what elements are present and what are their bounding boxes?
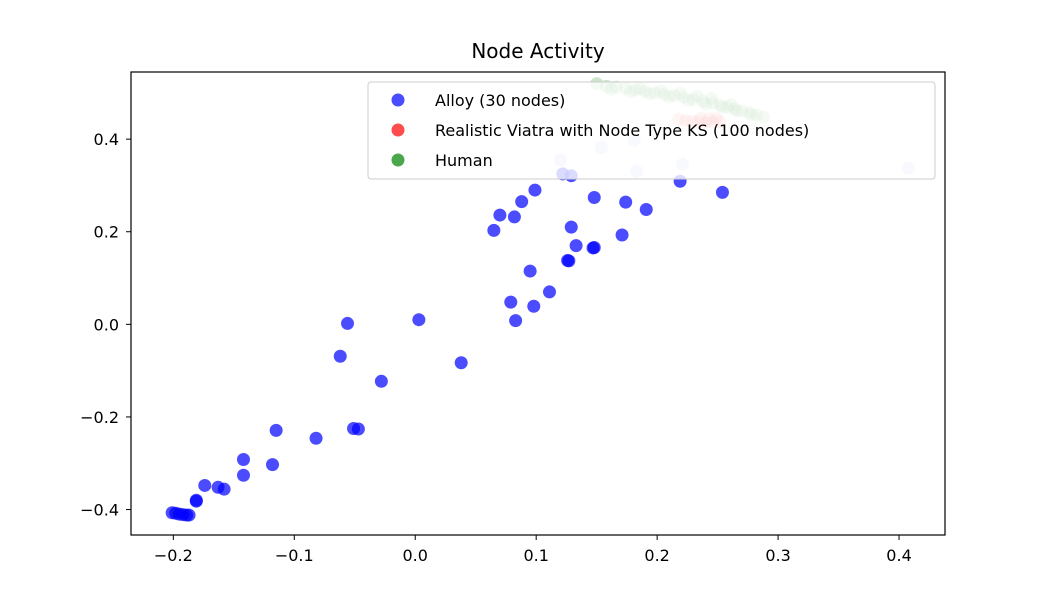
x-tick-label-6: 0.4: [886, 546, 911, 565]
point-s0-21: [412, 313, 426, 327]
point-s0-25: [504, 295, 518, 309]
y-axis: −0.4 −0.2 0.0 0.2 0.4: [80, 130, 131, 520]
point-s0-29: [523, 264, 537, 278]
chart-title: Node Activity: [471, 39, 605, 63]
point-s0-40: [587, 240, 601, 254]
point-s0-17: [341, 316, 355, 330]
point-s0-38: [569, 239, 583, 253]
point-s0-23: [487, 223, 501, 237]
point-s0-15: [309, 431, 323, 445]
point-s0-13: [266, 458, 280, 472]
point-s0-35: [562, 254, 576, 268]
y-tick-label-1: −0.2: [80, 408, 119, 427]
point-s0-42: [615, 228, 629, 242]
y-tick-label-0: −0.4: [80, 501, 119, 520]
point-s0-26: [507, 210, 521, 224]
point-s0-28: [515, 195, 529, 209]
x-axis: −0.2 −0.1 0.0 0.1 0.2 0.3 0.4: [154, 535, 912, 565]
point-s0-37: [564, 220, 578, 234]
point-s0-22: [454, 356, 468, 370]
point-s0-31: [528, 183, 542, 197]
legend-box: [367, 81, 936, 180]
point-s0-12: [236, 453, 250, 467]
legend-label-0: Alloy (30 nodes): [435, 91, 565, 110]
legend-marker-0: [391, 93, 405, 107]
point-s0-27: [509, 314, 523, 328]
point-s0-46: [715, 185, 729, 199]
legend-marker-1: [391, 123, 405, 137]
legend-label-2: Human: [435, 151, 493, 170]
point-s0-20: [374, 374, 388, 388]
point-s0-16: [333, 349, 347, 363]
legend-marker-2: [391, 153, 405, 167]
x-tick-label-4: 0.2: [644, 546, 669, 565]
point-s0-8: [198, 478, 212, 492]
point-s0-14: [269, 423, 283, 437]
y-tick-label-2: 0.0: [94, 315, 119, 334]
point-s0-30: [527, 299, 541, 313]
x-tick-label-5: 0.3: [765, 546, 790, 565]
point-s0-44: [639, 203, 653, 217]
y-tick-label-3: 0.2: [94, 223, 119, 242]
x-tick-label-1: −0.1: [275, 546, 314, 565]
x-tick-label-0: −0.2: [154, 546, 193, 565]
point-s0-5: [182, 508, 196, 522]
point-s0-11: [236, 468, 250, 482]
point-s0-41: [587, 190, 601, 204]
point-s0-24: [493, 208, 507, 222]
x-tick-label-3: 0.1: [523, 546, 548, 565]
x-tick-label-2: 0.0: [403, 546, 428, 565]
legend-label-1: Realistic Viatra with Node Type KS (100 …: [435, 121, 809, 140]
plot-frame: [130, 71, 946, 536]
point-s0-10: [217, 482, 231, 496]
legend: Alloy (30 nodes) Realistic Viatra with No…: [367, 81, 936, 180]
point-s0-32: [542, 285, 556, 299]
series-0: [165, 167, 729, 522]
point-s0-19: [351, 422, 365, 436]
point-s0-7: [189, 493, 203, 507]
y-tick-label-4: 0.4: [94, 130, 119, 149]
point-s0-43: [619, 195, 633, 209]
